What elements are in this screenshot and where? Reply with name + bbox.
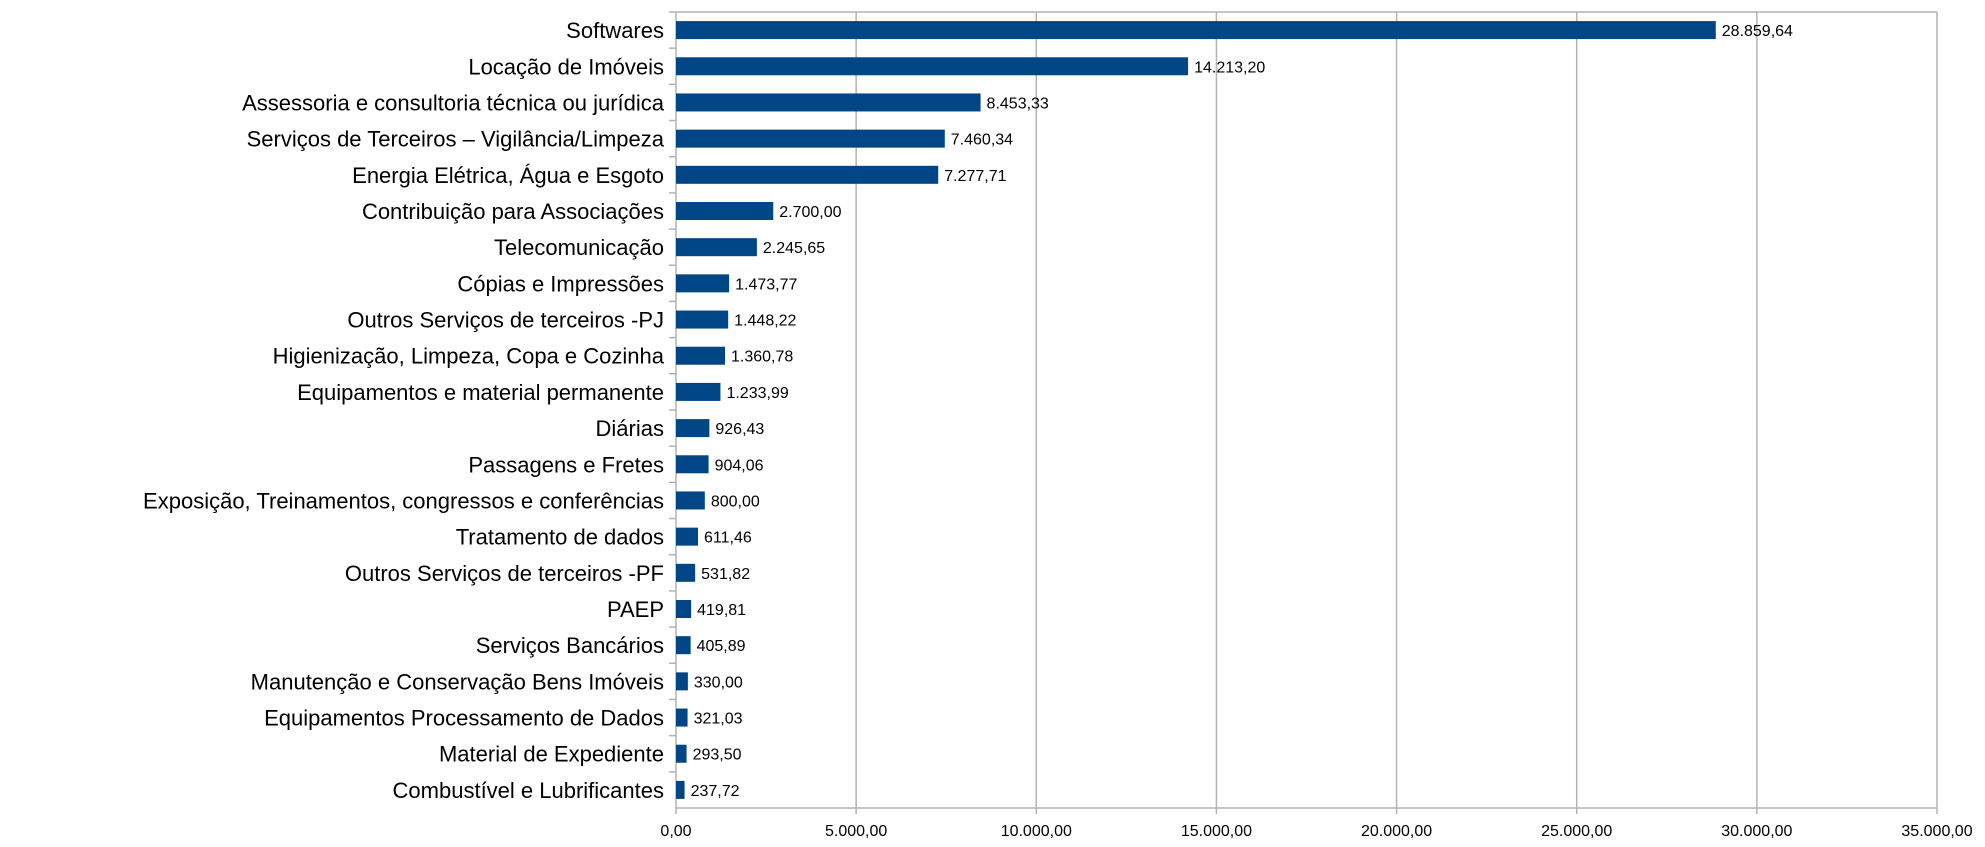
x-tick-label: 35.000,00 — [1901, 823, 1972, 840]
data-label: 8.453,33 — [987, 95, 1049, 112]
category-label: Equipamentos e material permanente — [297, 380, 664, 405]
data-label: 405,89 — [697, 638, 746, 655]
data-label: 293,50 — [693, 747, 742, 764]
bar — [676, 274, 730, 293]
category-label: Assessoria e consultoria técnica ou jurí… — [242, 90, 665, 115]
data-label: 237,72 — [691, 783, 740, 800]
bar — [676, 419, 710, 438]
category-label: Contribuição para Associações — [362, 199, 664, 224]
category-label: PAEP — [607, 597, 664, 622]
x-tick-label: 10.000,00 — [1001, 823, 1072, 840]
category-label: Higienização, Limpeza, Copa e Cozinha — [273, 344, 665, 369]
data-label: 28.859,64 — [1722, 23, 1793, 40]
bar — [676, 129, 945, 148]
category-label: Energia Elétrica, Água e Esgoto — [352, 163, 664, 188]
bar — [676, 563, 696, 582]
data-label: 926,43 — [715, 421, 764, 438]
category-label: Exposição, Treinamentos, congressos e co… — [143, 488, 664, 513]
data-label: 904,06 — [715, 457, 764, 474]
category-label: Diárias — [596, 416, 664, 441]
bar — [676, 455, 709, 474]
value-labels: 28.859,64 14.213,20 8.453,33 7.460,34 7.277,… — [691, 23, 1793, 800]
x-tick-label: 15.000,00 — [1181, 823, 1252, 840]
x-tick-label: 0,00 — [660, 823, 691, 840]
x-axis-ticks: 0,00 5.000,00 10.000,00 15.000,00 20.000,00 2… — [660, 823, 1972, 840]
bar — [676, 310, 729, 329]
category-labels: Softwares Locação de Imóveis Assessoria e … — [143, 18, 665, 803]
bars — [676, 21, 1716, 799]
category-label: Material de Expediente — [439, 742, 664, 767]
bar — [676, 202, 774, 220]
data-label: 800,00 — [711, 493, 760, 510]
x-tick-label: 20.000,00 — [1361, 823, 1432, 840]
bar — [676, 346, 726, 365]
bar — [676, 93, 981, 112]
category-label: Cópias e Impressões — [457, 271, 664, 296]
category-label: Tratamento de dados — [456, 525, 664, 550]
bar — [676, 165, 939, 184]
data-label: 14.213,20 — [1194, 59, 1265, 76]
data-label: 7.277,71 — [944, 168, 1006, 185]
category-label: Serviços Bancários — [476, 633, 664, 658]
x-tick-label: 25.000,00 — [1541, 823, 1612, 840]
bar — [676, 744, 687, 763]
category-label: Telecomunicação — [494, 235, 664, 260]
data-label: 1.233,99 — [726, 385, 788, 402]
data-label: 531,82 — [701, 566, 750, 583]
bar — [676, 672, 688, 691]
x-tick-label: 5.000,00 — [825, 823, 887, 840]
category-label: Outros Serviços de terceiros -PF — [345, 561, 664, 586]
data-label: 7.460,34 — [951, 132, 1013, 149]
category-label: Softwares — [566, 18, 664, 43]
bar — [676, 238, 757, 257]
bar — [676, 780, 685, 799]
category-label: Manutenção e Conservação Bens Imóveis — [251, 669, 664, 694]
data-label: 1.448,22 — [734, 313, 796, 330]
data-label: 330,00 — [694, 674, 743, 691]
data-label: 611,46 — [704, 530, 752, 547]
data-label: 2.245,65 — [763, 240, 825, 257]
bar — [676, 636, 691, 655]
bar — [676, 382, 721, 401]
bar — [676, 600, 692, 618]
data-label: 1.360,78 — [731, 349, 793, 366]
data-label: 1.473,77 — [735, 276, 797, 293]
data-label: 321,03 — [694, 711, 743, 728]
bar — [676, 527, 699, 546]
category-label: Outros Serviços de terceiros -PJ — [347, 308, 664, 333]
category-label: Equipamentos Processamento de Dados — [264, 706, 664, 731]
x-tick-label: 30.000,00 — [1721, 823, 1792, 840]
data-label: 2.700,00 — [779, 204, 841, 221]
category-label: Serviços de Terceiros – Vigilância/Limpe… — [247, 127, 665, 152]
bar — [676, 708, 688, 727]
data-label: 419,81 — [697, 602, 746, 619]
bar — [676, 57, 1189, 76]
category-label: Passagens e Fretes — [468, 452, 664, 477]
category-label: Combustível e Lubrificantes — [393, 778, 664, 803]
bar — [676, 491, 705, 510]
category-label: Locação de Imóveis — [468, 54, 664, 79]
bar — [676, 21, 1716, 40]
